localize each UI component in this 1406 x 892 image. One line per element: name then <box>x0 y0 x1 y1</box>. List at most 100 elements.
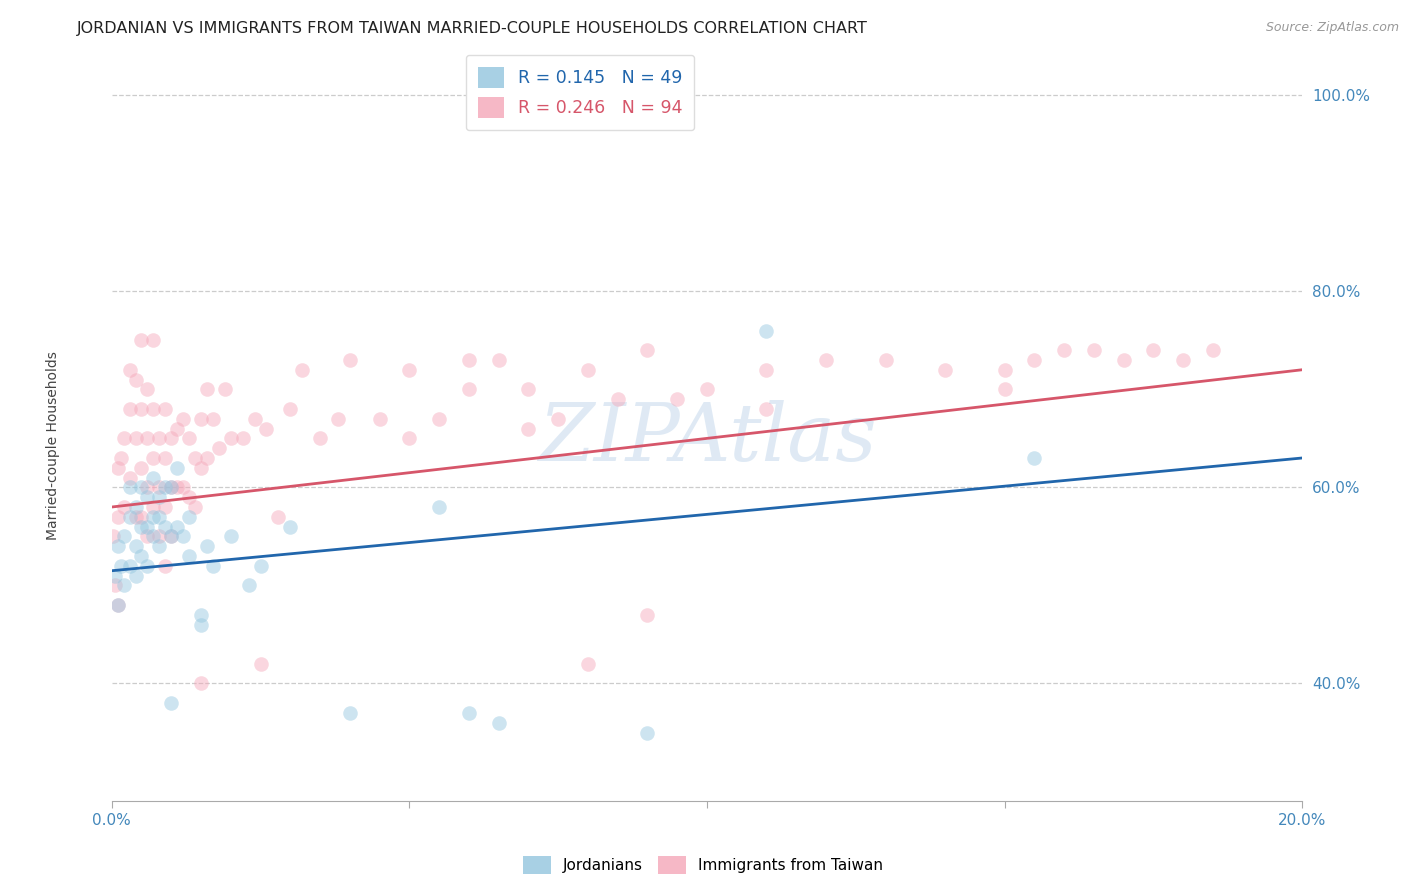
Point <box>160 480 183 494</box>
Point <box>488 353 510 368</box>
Point <box>219 431 242 445</box>
Point <box>875 353 897 368</box>
Text: ZIPAtlas: ZIPAtlas <box>537 400 876 477</box>
Point <box>160 529 183 543</box>
Point <box>118 509 141 524</box>
Point <box>136 529 159 543</box>
Point <box>107 539 129 553</box>
Point <box>118 470 141 484</box>
Point <box>232 431 254 445</box>
Point <box>177 509 200 524</box>
Point <box>934 363 956 377</box>
Point <box>104 568 127 582</box>
Point <box>814 353 837 368</box>
Point <box>1083 343 1105 358</box>
Point <box>309 431 332 445</box>
Point <box>219 529 242 543</box>
Point <box>1024 450 1046 465</box>
Point <box>155 401 177 416</box>
Point <box>110 558 132 573</box>
Point <box>103 529 125 543</box>
Point <box>606 392 628 406</box>
Point <box>208 441 231 455</box>
Point <box>291 363 314 377</box>
Point <box>107 460 129 475</box>
Point <box>148 431 170 445</box>
Point <box>166 421 188 435</box>
Point <box>148 509 170 524</box>
Point <box>118 480 141 494</box>
Point <box>124 568 146 582</box>
Point <box>155 519 177 533</box>
Point <box>104 578 127 592</box>
Point <box>249 558 271 573</box>
Point <box>666 392 689 406</box>
Point <box>124 539 146 553</box>
Point <box>427 411 450 425</box>
Text: Source: ZipAtlas.com: Source: ZipAtlas.com <box>1265 21 1399 34</box>
Point <box>398 431 420 445</box>
Point <box>112 578 135 592</box>
Point <box>131 519 153 533</box>
Text: Married-couple Households: Married-couple Households <box>46 351 60 541</box>
Point <box>142 401 165 416</box>
Point <box>172 411 194 425</box>
Point <box>267 509 290 524</box>
Point <box>131 480 153 494</box>
Point <box>110 450 132 465</box>
Point <box>238 578 260 592</box>
Point <box>190 411 212 425</box>
Point <box>576 363 599 377</box>
Point <box>195 539 218 553</box>
Point <box>131 460 153 475</box>
Point <box>547 411 569 425</box>
Point <box>576 657 599 671</box>
Point <box>278 401 301 416</box>
Point <box>131 509 153 524</box>
Point <box>124 431 146 445</box>
Point <box>177 549 200 563</box>
Point <box>142 529 165 543</box>
Point <box>131 549 153 563</box>
Point <box>243 411 266 425</box>
Point <box>112 500 135 514</box>
Point <box>136 431 159 445</box>
Point <box>517 421 540 435</box>
Point <box>142 509 165 524</box>
Point <box>136 480 159 494</box>
Point <box>755 324 778 338</box>
Point <box>190 676 212 690</box>
Point <box>124 509 146 524</box>
Point <box>755 363 778 377</box>
Legend: Jordanians, Immigrants from Taiwan: Jordanians, Immigrants from Taiwan <box>517 850 889 880</box>
Point <box>166 460 188 475</box>
Point <box>190 460 212 475</box>
Point <box>166 480 188 494</box>
Point <box>118 558 141 573</box>
Point <box>1202 343 1225 358</box>
Point <box>112 529 135 543</box>
Point <box>142 500 165 514</box>
Point <box>457 353 479 368</box>
Point <box>118 363 141 377</box>
Point <box>142 450 165 465</box>
Point <box>488 715 510 730</box>
Point <box>124 500 146 514</box>
Point <box>155 450 177 465</box>
Point <box>107 598 129 612</box>
Point <box>195 450 218 465</box>
Point <box>136 558 159 573</box>
Point <box>190 607 212 622</box>
Point <box>131 401 153 416</box>
Point <box>696 383 718 397</box>
Point <box>326 411 349 425</box>
Point <box>160 696 183 710</box>
Point <box>339 353 361 368</box>
Point <box>636 607 658 622</box>
Point <box>148 529 170 543</box>
Point <box>177 431 200 445</box>
Point <box>398 363 420 377</box>
Point <box>160 431 183 445</box>
Point <box>136 519 159 533</box>
Point <box>148 490 170 504</box>
